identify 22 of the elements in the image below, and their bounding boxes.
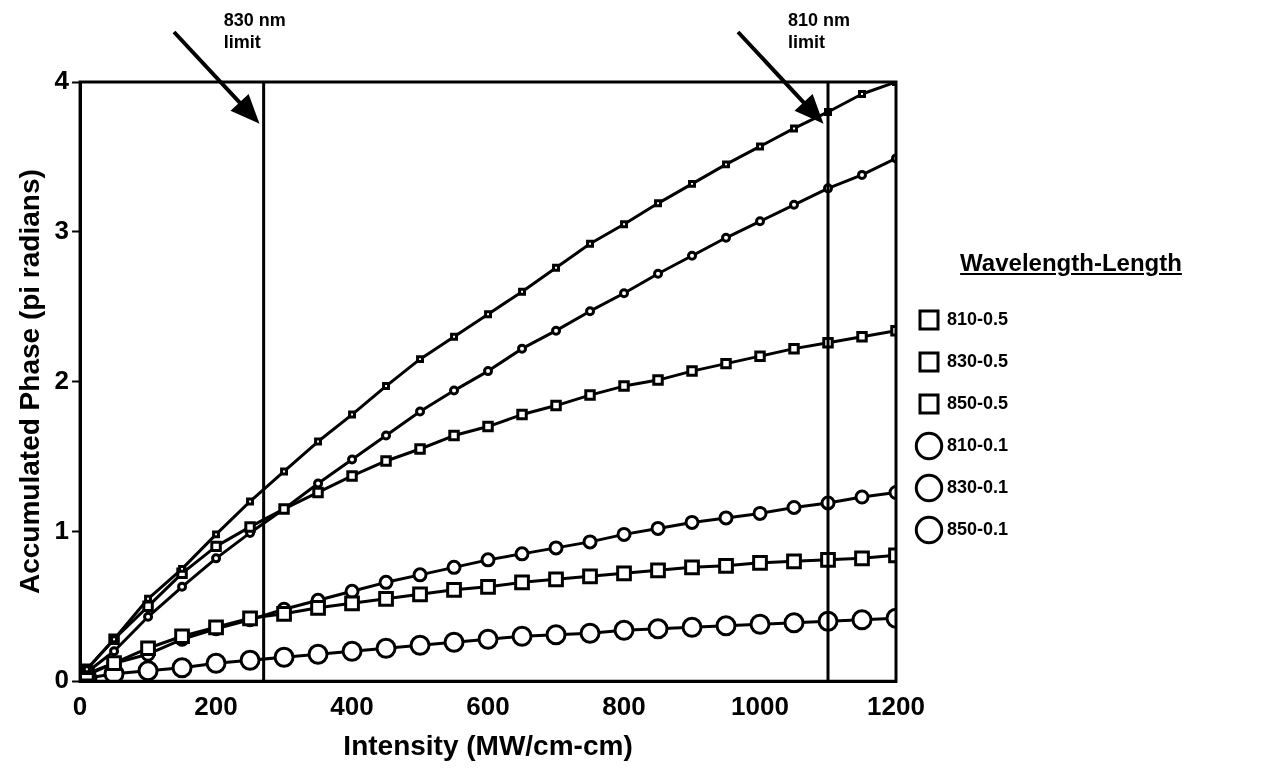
legend-label: 850-0.5 xyxy=(947,392,1009,413)
x-tick-label: 600 xyxy=(466,690,510,721)
legend-label: 830-0.5 xyxy=(947,350,1009,371)
y-axis-title: Accumulated Phase (pi radians) xyxy=(13,169,45,594)
ref-line-label: 830 nm limit xyxy=(223,9,286,52)
y-tick-label: 1 xyxy=(54,514,70,545)
legend-title: Wavelength-Length xyxy=(959,249,1183,277)
y-tick-label: 2 xyxy=(54,364,70,395)
y-tick-label: 4 xyxy=(54,65,70,96)
legend-label: 810-0.5 xyxy=(947,308,1009,329)
y-tick-label: 0 xyxy=(54,664,70,695)
x-tick-label: 800 xyxy=(602,690,646,721)
legend-label: 850-0.1 xyxy=(947,518,1009,539)
x-tick-label: 400 xyxy=(330,690,374,721)
legend-label: 830-0.1 xyxy=(947,476,1009,497)
x-tick-label: 1000 xyxy=(731,690,789,721)
x-tick-label: 200 xyxy=(194,690,238,721)
x-tick-label: 1200 xyxy=(867,690,925,721)
y-tick-label: 3 xyxy=(54,214,70,245)
x-axis-title: Intensity (MW/cm-cm) xyxy=(343,729,633,761)
ref-line-label: 810 nm limit xyxy=(788,9,851,52)
legend-label: 810-0.1 xyxy=(947,434,1009,455)
